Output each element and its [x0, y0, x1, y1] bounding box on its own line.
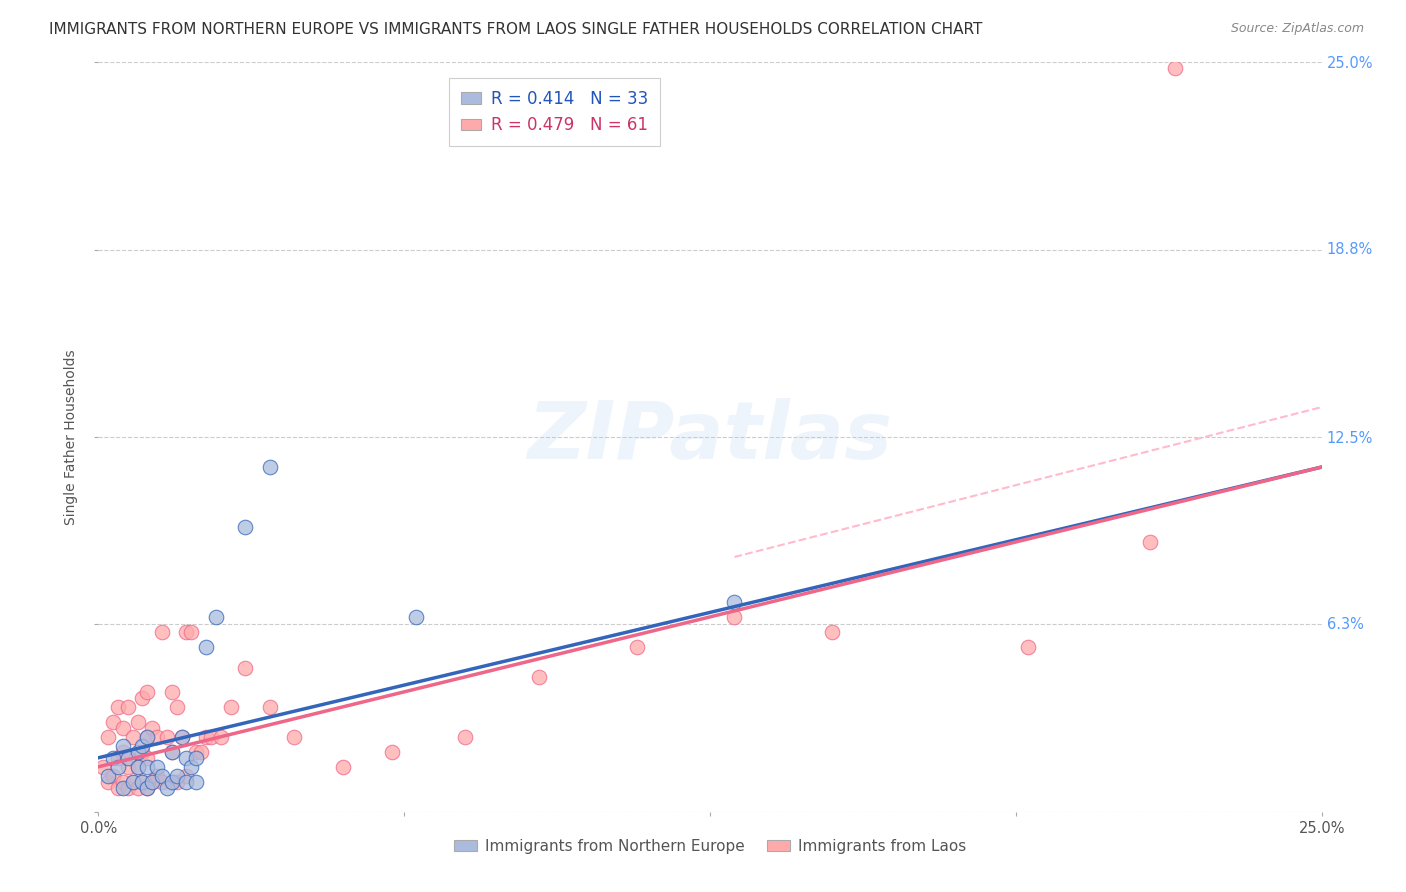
Point: [259, 699, 281, 714]
Point: [186, 774, 208, 789]
Point: [101, 769, 124, 783]
Point: [723, 595, 745, 609]
Point: [166, 699, 188, 714]
Point: [150, 624, 173, 639]
Point: [160, 774, 183, 789]
Point: [121, 730, 143, 744]
Point: [146, 730, 169, 744]
Point: [107, 751, 129, 765]
Point: [166, 769, 188, 783]
Point: [111, 745, 134, 759]
Point: [101, 714, 124, 729]
Point: [131, 774, 153, 789]
Text: IMMIGRANTS FROM NORTHERN EUROPE VS IMMIGRANTS FROM LAOS SINGLE FATHER HOUSEHOLDS: IMMIGRANTS FROM NORTHERN EUROPE VS IMMIG…: [49, 22, 983, 37]
Point: [117, 699, 139, 714]
Point: [156, 730, 179, 744]
Point: [107, 699, 129, 714]
Point: [121, 774, 143, 789]
Point: [1164, 62, 1187, 76]
Point: [186, 745, 208, 759]
Point: [107, 780, 129, 795]
Point: [117, 760, 139, 774]
Point: [283, 730, 305, 744]
Point: [131, 739, 153, 753]
Point: [127, 760, 149, 774]
Point: [131, 774, 153, 789]
Point: [146, 760, 169, 774]
Point: [1139, 535, 1161, 549]
Point: [101, 751, 124, 765]
Point: [121, 774, 143, 789]
Point: [91, 760, 114, 774]
Point: [111, 721, 134, 735]
Legend: Immigrants from Northern Europe, Immigrants from Laos: Immigrants from Northern Europe, Immigra…: [449, 833, 972, 860]
Point: [160, 774, 183, 789]
Point: [170, 730, 193, 744]
Point: [176, 774, 198, 789]
Point: [195, 640, 218, 654]
Point: [332, 760, 354, 774]
Point: [190, 745, 212, 759]
Point: [205, 610, 228, 624]
Point: [141, 721, 163, 735]
Text: ZIPatlas: ZIPatlas: [527, 398, 893, 476]
Point: [166, 774, 188, 789]
Point: [454, 730, 477, 744]
Point: [117, 780, 139, 795]
Point: [150, 774, 173, 789]
Point: [1017, 640, 1039, 654]
Point: [156, 780, 179, 795]
Point: [233, 661, 256, 675]
Point: [259, 460, 281, 475]
Point: [180, 760, 202, 774]
Point: [136, 780, 159, 795]
Point: [136, 780, 159, 795]
Point: [97, 769, 120, 783]
Point: [136, 730, 159, 744]
Point: [97, 730, 120, 744]
Point: [723, 610, 745, 624]
Point: [127, 714, 149, 729]
Point: [127, 780, 149, 795]
Point: [176, 769, 198, 783]
Point: [136, 751, 159, 765]
Point: [136, 730, 159, 744]
Point: [141, 774, 163, 789]
Point: [111, 780, 134, 795]
Point: [136, 760, 159, 774]
Point: [111, 739, 134, 753]
Point: [233, 520, 256, 534]
Point: [381, 745, 404, 759]
Point: [176, 751, 198, 765]
Point: [176, 624, 198, 639]
Point: [117, 751, 139, 765]
Point: [821, 624, 844, 639]
Point: [107, 760, 129, 774]
Point: [160, 745, 183, 759]
Point: [127, 760, 149, 774]
Point: [97, 774, 120, 789]
Point: [146, 769, 169, 783]
Point: [131, 745, 153, 759]
Point: [127, 745, 149, 759]
Point: [131, 690, 153, 705]
Point: [160, 745, 183, 759]
Point: [219, 699, 242, 714]
Point: [209, 730, 232, 744]
Point: [195, 730, 218, 744]
Y-axis label: Single Father Households: Single Father Households: [65, 350, 79, 524]
Point: [527, 670, 550, 684]
Text: Source: ZipAtlas.com: Source: ZipAtlas.com: [1230, 22, 1364, 36]
Point: [180, 624, 202, 639]
Point: [186, 751, 208, 765]
Point: [160, 685, 183, 699]
Point: [626, 640, 648, 654]
Point: [136, 685, 159, 699]
Point: [170, 730, 193, 744]
Point: [141, 774, 163, 789]
Point: [111, 774, 134, 789]
Point: [150, 769, 173, 783]
Point: [405, 610, 427, 624]
Point: [200, 730, 222, 744]
